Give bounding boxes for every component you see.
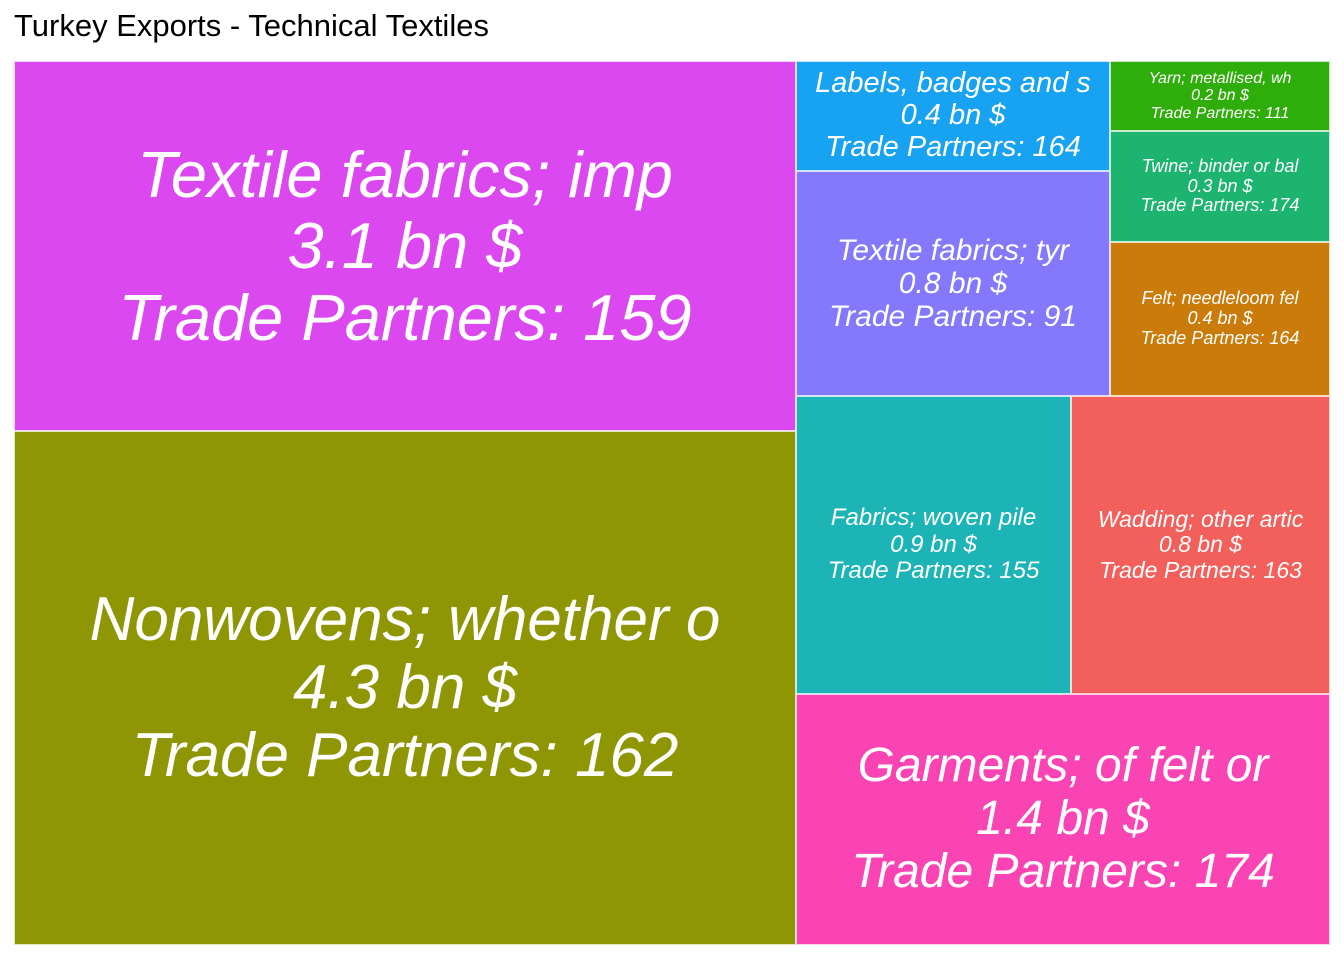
treemap-tile: Labels, badges and s 0.4 bn $ Trade Partne… [796, 61, 1110, 171]
tile-label: Yarn; metallised, wh [1148, 69, 1292, 87]
treemap-tile: Felt; needleloom fel 0.4 bn $ Trade Partne… [1110, 242, 1330, 396]
tile-label: Twine; binder or bal [1141, 155, 1299, 176]
treemap-tile: Nonwovens; whether o 4.3 bn $ Trade Partne… [14, 431, 796, 945]
tile-label: Garments; of felt or [857, 739, 1269, 793]
tile-partners: Trade Partners: 91 [829, 300, 1077, 333]
tile-value: 1.4 bn $ [976, 792, 1150, 846]
tile-label: Textile fabrics; tyr [836, 234, 1070, 267]
treemap-tile: Garments; of felt or 1.4 bn $ Trade Partne… [796, 694, 1330, 945]
treemap-tile: Yarn; metallised, wh 0.2 bn $ Trade Partne… [1110, 61, 1330, 131]
tile-label: Nonwovens; whether o [89, 584, 721, 654]
tile-partners: Trade Partners: 174 [851, 844, 1275, 898]
chart-title: Turkey Exports - Technical Textiles [14, 8, 489, 43]
tile-value: 0.2 bn $ [1191, 87, 1249, 105]
tile-value: 0.8 bn $ [1158, 531, 1243, 558]
tile-value: 0.3 bn $ [1187, 175, 1253, 196]
tile-partners: Trade Partners: 162 [131, 721, 679, 791]
treemap: Nonwovens; whether o 4.3 bn $ Trade Partne… [14, 61, 1330, 945]
tile-value: 0.9 bn $ [890, 530, 977, 558]
treemap-tile: Textile fabrics; imp 3.1 bn $ Trade Partne… [14, 61, 796, 431]
tile-value: 4.3 bn $ [292, 652, 518, 722]
tile-value: 0.4 bn $ [900, 99, 1006, 132]
tile-partners: Trade Partners: 111 [1150, 104, 1290, 122]
tile-partners: Trade Partners: 159 [118, 280, 692, 354]
tile-value: 0.4 bn $ [1187, 308, 1253, 329]
tile-value: 0.8 bn $ [898, 267, 1008, 300]
treemap-tile: Fabrics; woven pile 0.9 bn $ Trade Partner… [796, 396, 1071, 694]
tile-label: Fabrics; woven pile [830, 504, 1037, 532]
tile-partners: Trade Partners: 155 [827, 557, 1040, 585]
tile-label: Felt; needleloom fel [1141, 288, 1299, 309]
tile-label: Wadding; other artic [1097, 506, 1304, 533]
tile-label: Textile fabrics; imp [137, 137, 673, 211]
tile-partners: Trade Partners: 164 [825, 130, 1081, 163]
treemap-tile: Wadding; other artic 0.8 bn $ Trade Partne… [1071, 396, 1330, 694]
tile-partners: Trade Partners: 174 [1140, 195, 1300, 216]
tile-value: 3.1 bn $ [287, 209, 523, 283]
treemap-tile: Twine; binder or bal 0.3 bn $ Trade Partne… [1110, 131, 1330, 242]
tile-partners: Trade Partners: 163 [1099, 556, 1302, 583]
tile-partners: Trade Partners: 164 [1140, 327, 1300, 348]
treemap-tile: Textile fabrics; tyr 0.8 bn $ Trade Partne… [796, 171, 1110, 396]
tile-label: Labels, badges and s [815, 67, 1091, 100]
